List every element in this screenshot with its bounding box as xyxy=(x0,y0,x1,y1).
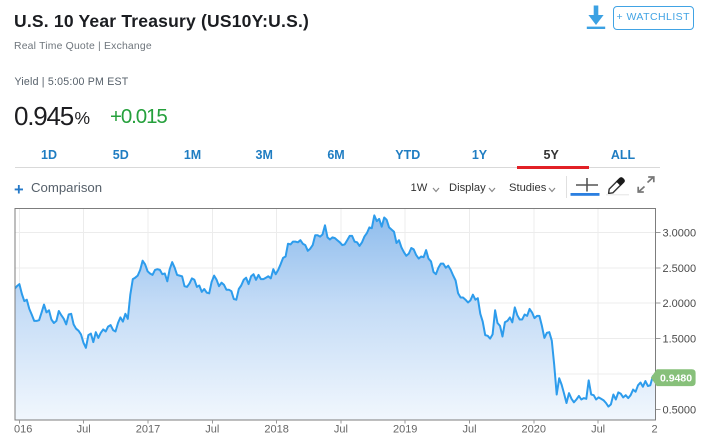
svg-text:Jul: Jul xyxy=(205,424,219,436)
svg-text:2.5000: 2.5000 xyxy=(663,263,697,275)
svg-text:3.0000: 3.0000 xyxy=(663,227,697,239)
svg-text:2020: 2020 xyxy=(522,424,546,436)
svg-text:2017: 2017 xyxy=(136,424,160,436)
svg-text:Jul: Jul xyxy=(591,424,605,436)
svg-text:1.5000: 1.5000 xyxy=(663,334,697,346)
svg-text:0.5000: 0.5000 xyxy=(663,404,697,416)
svg-text:2: 2 xyxy=(652,424,658,436)
svg-text:016: 016 xyxy=(14,424,32,436)
svg-text:Jul: Jul xyxy=(77,424,91,436)
svg-text:2.0000: 2.0000 xyxy=(663,298,697,310)
svg-text:2019: 2019 xyxy=(393,424,417,436)
svg-text:0.9480: 0.9480 xyxy=(660,373,692,385)
svg-text:Jul: Jul xyxy=(462,424,476,436)
svg-text:2018: 2018 xyxy=(264,424,288,436)
svg-text:Jul: Jul xyxy=(334,424,348,436)
